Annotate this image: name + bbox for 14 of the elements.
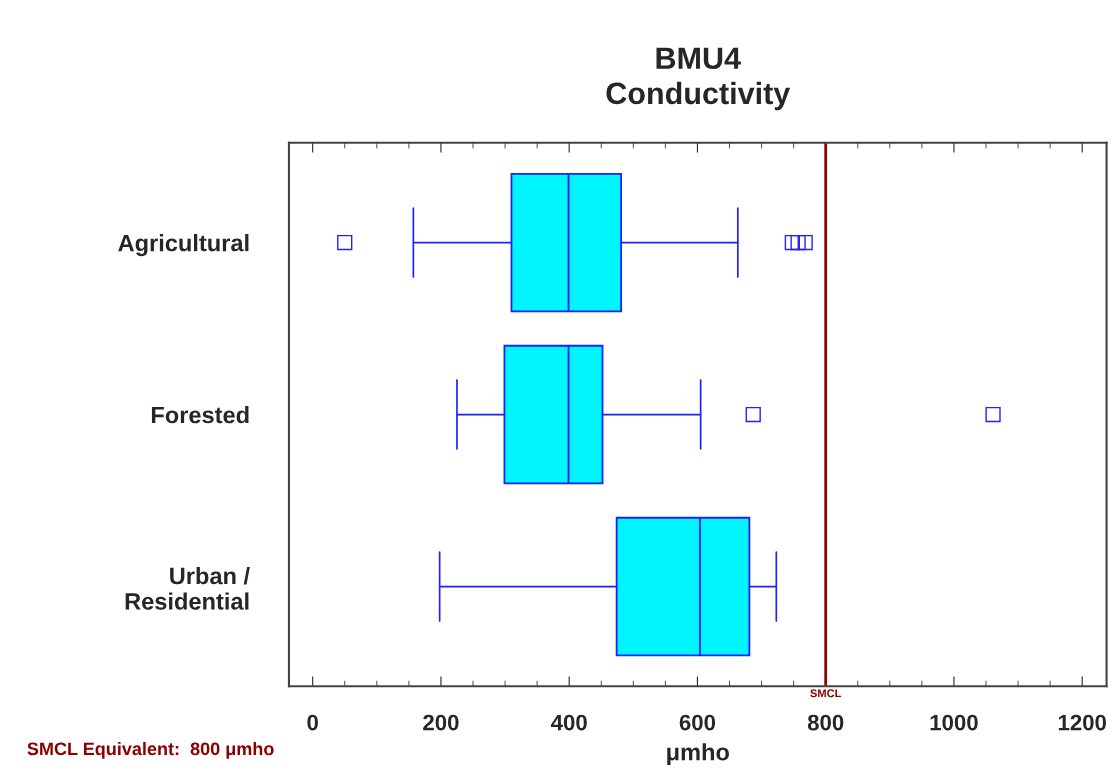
x-tick-label: 1200 [1058, 714, 1106, 731]
x-tick-label: 1000 [930, 714, 978, 731]
chart-title: BMU4 Conductivity [606, 47, 791, 111]
text: SMCL Equivalent: 800 μmho [27, 741, 274, 759]
y-tick-label: Urban / Residential [125, 566, 250, 610]
y-tick-label: Agricultural [118, 234, 249, 257]
x-axis-title: μmho [667, 743, 729, 766]
x-tick-label: 800 [807, 714, 844, 731]
x-tick-label: 200 [423, 714, 459, 731]
y-tick-label: Forested [151, 406, 249, 424]
x-tick-label: 400 [550, 714, 587, 731]
x-tick-label: 600 [679, 714, 716, 731]
ref-line-label: SMCL [810, 689, 842, 698]
x-tick-label: 0 [307, 714, 318, 731]
